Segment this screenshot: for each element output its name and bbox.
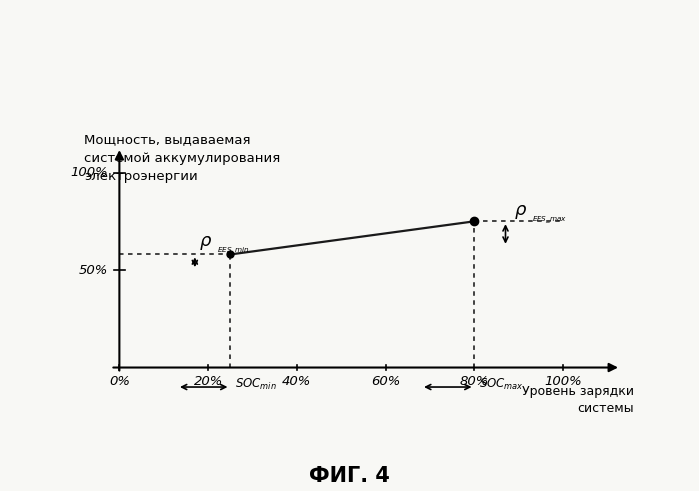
Text: Уровень зарядки
системы: Уровень зарядки системы [522,385,634,415]
Text: $_{EFS\_max}$: $_{EFS\_max}$ [532,214,567,225]
Text: 80%: 80% [460,375,489,388]
Text: $_{EES\_min}$: $_{EES\_min}$ [217,245,250,256]
Text: $\rho$: $\rho$ [199,234,212,252]
Text: 50%: 50% [79,264,108,276]
Text: $SOC_{min}$: $SOC_{min}$ [235,377,277,392]
Text: ФИГ. 4: ФИГ. 4 [309,466,390,486]
Text: Мощность, выдаваемая
системой аккумулирования
электроэнергии: Мощность, выдаваемая системой аккумулиро… [84,134,280,183]
Text: 0%: 0% [109,375,130,388]
Text: $\rho$: $\rho$ [514,203,528,220]
Text: 20%: 20% [194,375,223,388]
Text: 100%: 100% [545,375,582,388]
Text: 100%: 100% [71,166,108,179]
Text: 60%: 60% [371,375,401,388]
Text: $SOC_{max}$: $SOC_{max}$ [479,377,524,392]
Text: 40%: 40% [282,375,312,388]
